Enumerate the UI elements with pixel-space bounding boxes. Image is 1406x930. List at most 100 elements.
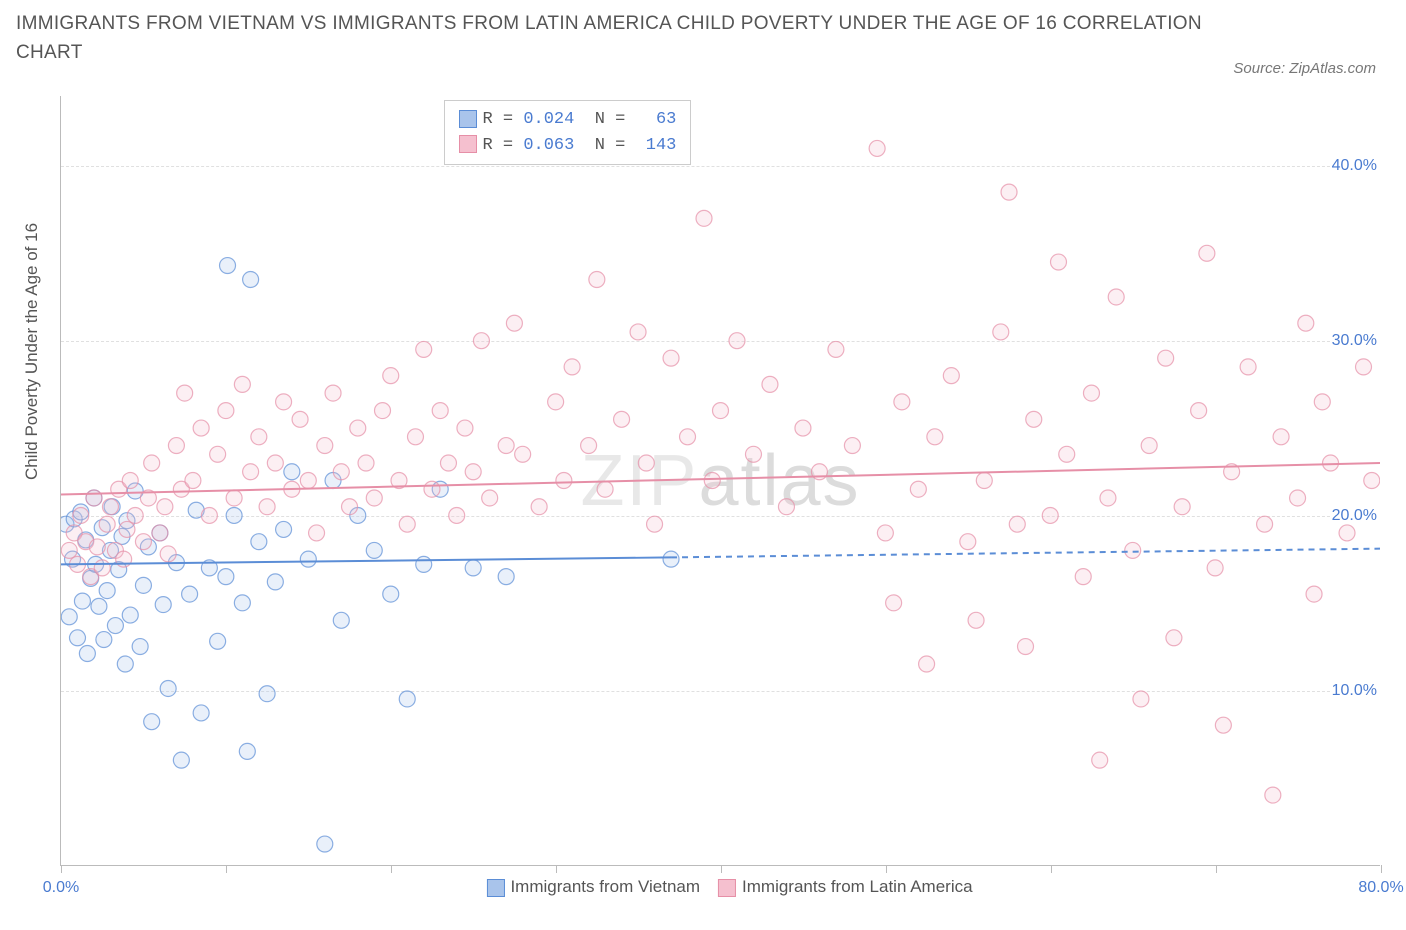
- data-point-latin: [927, 429, 943, 445]
- data-point-vietnam: [122, 607, 138, 623]
- data-point-latin: [556, 473, 572, 489]
- data-point-latin: [309, 525, 325, 541]
- data-point-latin: [713, 403, 729, 419]
- data-point-latin: [73, 507, 89, 523]
- data-point-vietnam: [239, 743, 255, 759]
- data-point-latin: [168, 438, 184, 454]
- data-point-latin: [795, 420, 811, 436]
- data-point-latin: [185, 473, 201, 489]
- data-point-latin: [157, 499, 173, 515]
- x-tick: [61, 865, 62, 873]
- data-point-latin: [193, 420, 209, 436]
- data-point-latin: [630, 324, 646, 340]
- data-point-latin: [894, 394, 910, 410]
- data-point-latin: [259, 499, 275, 515]
- source-name: ZipAtlas.com: [1289, 60, 1376, 77]
- data-point-vietnam: [663, 551, 679, 567]
- data-point-latin: [745, 446, 761, 462]
- x-tick: [886, 865, 887, 873]
- data-point-vietnam: [218, 569, 234, 585]
- data-point-latin: [581, 438, 597, 454]
- data-point-latin: [1075, 569, 1091, 585]
- data-point-latin: [614, 411, 630, 427]
- data-point-latin: [1100, 490, 1116, 506]
- data-point-latin: [1018, 639, 1034, 655]
- legend-swatch-latin: [718, 879, 736, 897]
- data-point-vietnam: [96, 632, 112, 648]
- data-point-latin: [680, 429, 696, 445]
- data-point-vietnam: [383, 586, 399, 602]
- data-point-vietnam: [155, 597, 171, 613]
- data-point-latin: [976, 473, 992, 489]
- data-point-latin: [564, 359, 580, 375]
- legend-label-vietnam: Immigrants from Vietnam: [510, 877, 700, 896]
- data-point-latin: [1141, 438, 1157, 454]
- data-point-latin: [482, 490, 498, 506]
- chart-container: IMMIGRANTS FROM VIETNAM VS IMMIGRANTS FR…: [0, 0, 1406, 930]
- data-point-vietnam: [366, 542, 382, 558]
- data-point-vietnam: [259, 686, 275, 702]
- data-point-latin: [152, 525, 168, 541]
- data-point-latin: [61, 542, 77, 558]
- data-point-latin: [647, 516, 663, 532]
- x-tick: [226, 865, 227, 873]
- data-point-vietnam: [173, 752, 189, 768]
- data-point-vietnam: [317, 836, 333, 852]
- data-point-latin: [778, 499, 794, 515]
- data-point-vietnam: [234, 595, 250, 611]
- data-point-latin: [589, 272, 605, 288]
- data-point-latin: [177, 385, 193, 401]
- data-point-latin: [276, 394, 292, 410]
- data-point-vietnam: [498, 569, 514, 585]
- data-point-latin: [498, 438, 514, 454]
- data-point-vietnam: [99, 583, 115, 599]
- data-point-latin: [99, 516, 115, 532]
- x-tick-label: 80.0%: [1358, 879, 1403, 897]
- data-point-latin: [1191, 403, 1207, 419]
- data-point-latin: [375, 403, 391, 419]
- trend-line-vietnam: [61, 557, 671, 564]
- x-tick: [556, 865, 557, 873]
- data-point-latin: [89, 539, 105, 555]
- data-point-vietnam: [276, 521, 292, 537]
- data-point-vietnam: [267, 574, 283, 590]
- data-point-latin: [358, 455, 374, 471]
- data-point-latin: [135, 534, 151, 550]
- data-point-vietnam: [193, 705, 209, 721]
- data-point-latin: [960, 534, 976, 550]
- data-point-latin: [506, 315, 522, 331]
- data-point-latin: [1265, 787, 1281, 803]
- data-point-latin: [1092, 752, 1108, 768]
- data-point-latin: [968, 612, 984, 628]
- data-point-vietnam: [135, 577, 151, 593]
- data-point-latin: [342, 499, 358, 515]
- data-point-latin: [457, 420, 473, 436]
- data-point-latin: [1364, 473, 1380, 489]
- data-point-latin: [663, 350, 679, 366]
- data-point-latin: [1108, 289, 1124, 305]
- data-point-latin: [1215, 717, 1231, 733]
- trend-line-latin: [61, 463, 1380, 494]
- data-point-vietnam: [243, 272, 259, 288]
- data-point-latin: [1339, 525, 1355, 541]
- data-point-latin: [218, 403, 234, 419]
- data-point-vietnam: [465, 560, 481, 576]
- legend-swatch-vietnam: [486, 879, 504, 897]
- data-point-latin: [1174, 499, 1190, 515]
- data-point-latin: [234, 376, 250, 392]
- data-point-latin: [1298, 315, 1314, 331]
- data-point-vietnam: [144, 714, 160, 730]
- x-tick: [391, 865, 392, 873]
- data-point-latin: [116, 551, 132, 567]
- data-point-latin: [919, 656, 935, 672]
- data-point-latin: [226, 490, 242, 506]
- data-point-vietnam: [210, 633, 226, 649]
- x-tick: [1051, 865, 1052, 873]
- source-attribution: Source: ZipAtlas.com: [1233, 60, 1376, 77]
- data-point-latin: [828, 341, 844, 357]
- data-point-latin: [325, 385, 341, 401]
- data-point-latin: [94, 560, 110, 576]
- data-point-latin: [127, 507, 143, 523]
- data-point-latin: [762, 376, 778, 392]
- data-point-latin: [1356, 359, 1372, 375]
